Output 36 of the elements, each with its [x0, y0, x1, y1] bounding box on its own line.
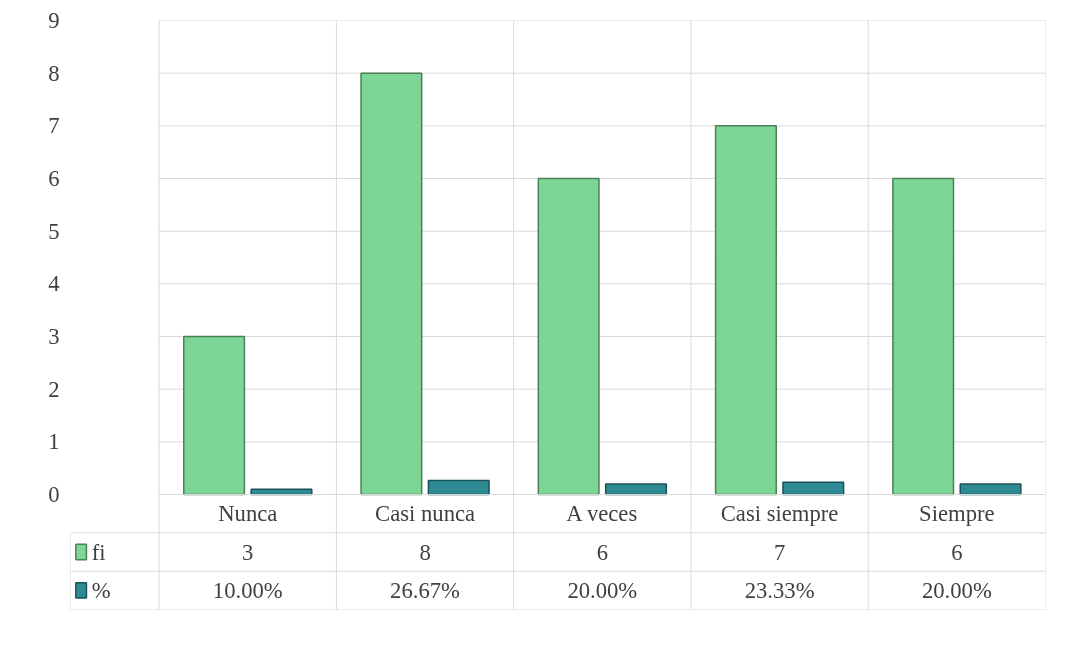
x-tick-label: Casi siempre — [720, 501, 839, 527]
y-tick-label: 5 — [48, 218, 60, 244]
data-label: 20.00% — [921, 577, 992, 603]
bar — [183, 335, 246, 496]
bar — [537, 177, 600, 496]
bar — [959, 483, 1022, 496]
x-tick-label: Nunca — [218, 501, 278, 527]
y-tick-label: 7 — [48, 113, 60, 139]
x-tick-label: Casi nunca — [375, 501, 476, 527]
bar — [604, 483, 668, 496]
bar — [714, 125, 777, 496]
bar — [782, 481, 845, 496]
y-tick-label: 4 — [48, 271, 60, 297]
bar — [892, 177, 955, 496]
data-label: 26.67% — [390, 577, 461, 603]
data-label: 3 — [242, 539, 254, 565]
y-tick-label: 3 — [48, 324, 60, 350]
y-tick-label: 1 — [48, 429, 60, 455]
legend-label: fi — [91, 539, 106, 565]
data-label: 8 — [419, 539, 431, 565]
data-label: 7 — [773, 539, 786, 565]
y-tick-label: 6 — [48, 166, 60, 192]
data-label: 6 — [596, 539, 608, 565]
y-tick-label: 8 — [48, 60, 60, 86]
y-tick-label: 0 — [48, 482, 60, 508]
data-label: 6 — [951, 539, 963, 565]
data-label: 23.33% — [744, 577, 815, 603]
y-tick-label: 9 — [48, 8, 60, 33]
x-tick-label: A veces — [566, 501, 638, 527]
data-label: 10.00% — [212, 577, 283, 603]
bar — [360, 72, 423, 496]
x-tick-label: Siempre — [919, 501, 995, 527]
data-label: 20.00% — [567, 577, 638, 603]
legend-label: % — [91, 577, 111, 603]
y-tick-label: 2 — [48, 376, 60, 402]
bar — [427, 479, 490, 496]
